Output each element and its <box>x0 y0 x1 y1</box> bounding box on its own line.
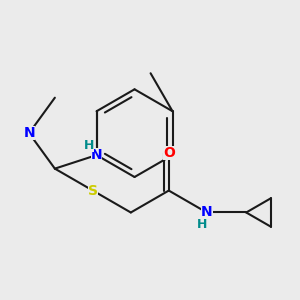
Text: N: N <box>23 126 35 140</box>
Text: S: S <box>88 184 98 198</box>
Text: H: H <box>83 139 94 152</box>
Text: O: O <box>163 146 175 160</box>
Text: N: N <box>201 206 213 220</box>
Text: N: N <box>91 148 102 162</box>
Text: H: H <box>197 218 208 231</box>
